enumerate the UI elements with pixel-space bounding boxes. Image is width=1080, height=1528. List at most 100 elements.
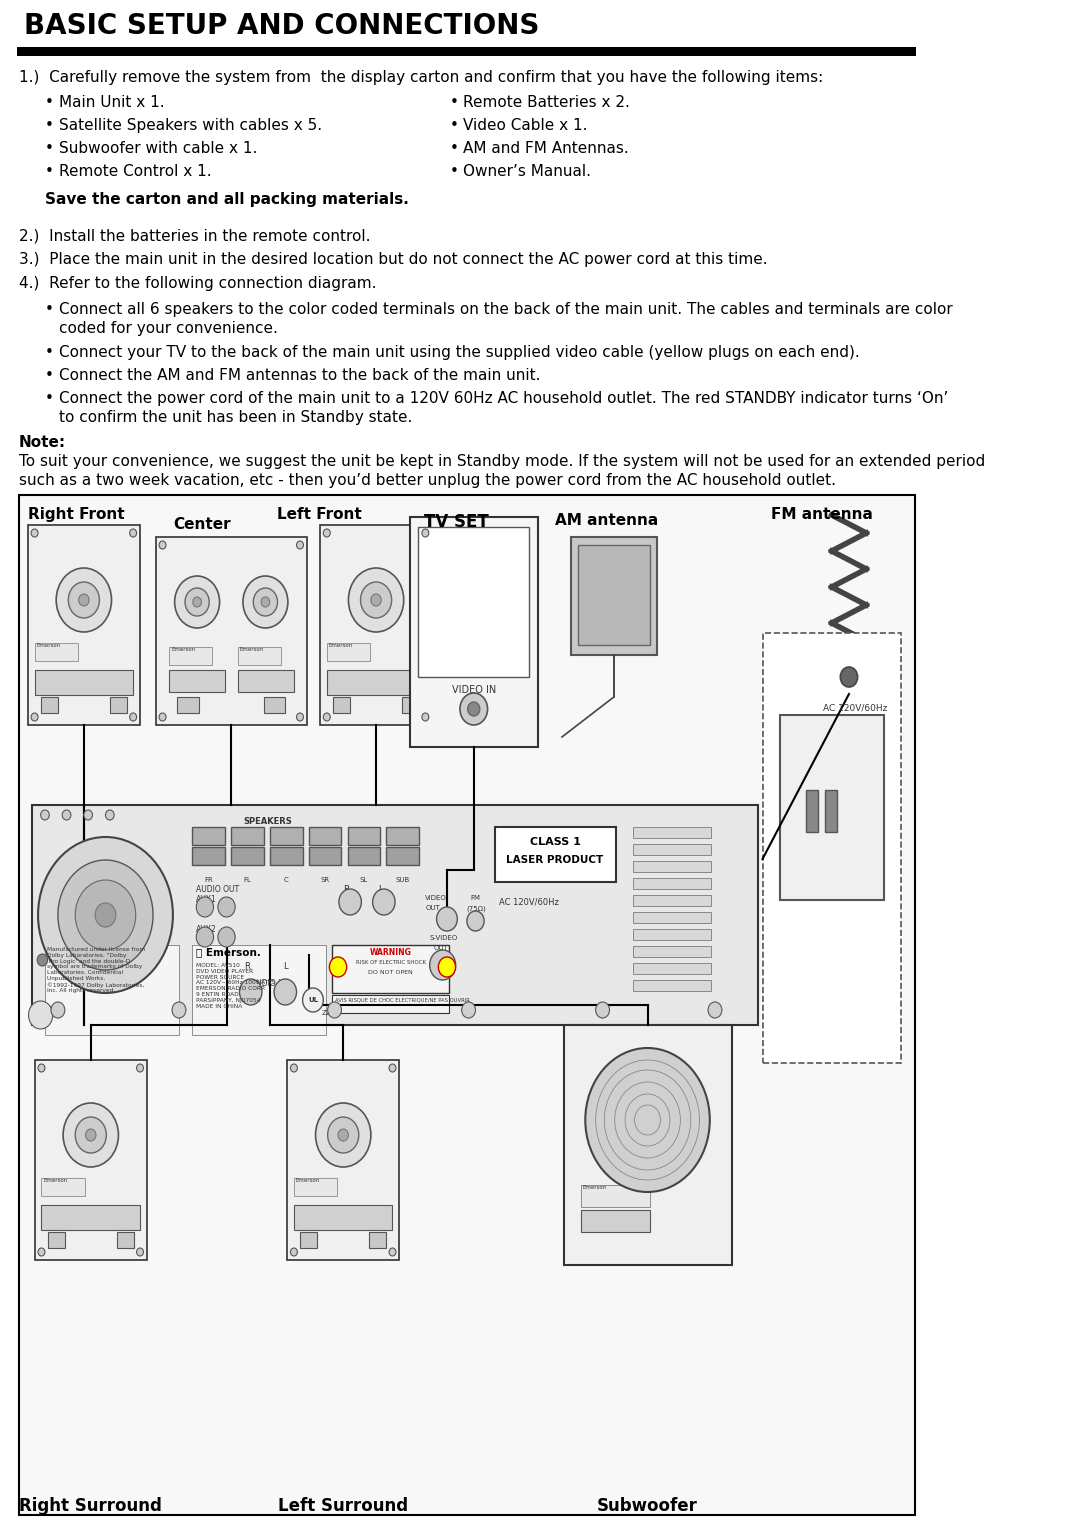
- Bar: [238, 669, 294, 692]
- Bar: [633, 963, 711, 973]
- Bar: [581, 1186, 650, 1207]
- Circle shape: [291, 1063, 297, 1073]
- Bar: [300, 1232, 318, 1248]
- Circle shape: [197, 927, 214, 947]
- Circle shape: [76, 880, 136, 950]
- Text: TV SET: TV SET: [423, 513, 488, 532]
- Text: AM and FM Antennas.: AM and FM Antennas.: [463, 141, 630, 156]
- Text: OUT: OUT: [426, 905, 441, 911]
- Circle shape: [38, 1248, 45, 1256]
- Text: Connect the power cord of the main unit to a 120V 60Hz AC household outlet. The : Connect the power cord of the main unit …: [58, 391, 948, 406]
- Bar: [387, 827, 419, 845]
- Text: BASIC SETUP AND CONNECTIONS: BASIC SETUP AND CONNECTIONS: [24, 12, 540, 40]
- Text: L: L: [283, 963, 287, 970]
- Text: AVIS RISQUE DE CHOC ELECTRIQUE/NE PAS OUVRIR: AVIS RISQUE DE CHOC ELECTRIQUE/NE PAS OU…: [335, 996, 470, 1002]
- Bar: [270, 847, 302, 865]
- Bar: [348, 827, 380, 845]
- Text: C: C: [284, 877, 288, 883]
- Circle shape: [63, 1103, 119, 1167]
- Bar: [17, 47, 917, 57]
- Bar: [409, 516, 538, 747]
- Text: •: •: [449, 163, 458, 179]
- Bar: [117, 1232, 134, 1248]
- Circle shape: [349, 568, 404, 633]
- Bar: [387, 847, 419, 865]
- Circle shape: [106, 810, 114, 821]
- Text: such as a two week vacation, etc - then you’d better unplug the power cord from : such as a two week vacation, etc - then …: [19, 474, 836, 487]
- Circle shape: [338, 1129, 349, 1141]
- Bar: [633, 860, 711, 872]
- Circle shape: [172, 1002, 186, 1018]
- Circle shape: [31, 529, 38, 536]
- Text: to confirm the unit has been in Standby state.: to confirm the unit has been in Standby …: [58, 410, 413, 425]
- Text: AUX1: AUX1: [197, 895, 217, 905]
- Bar: [332, 995, 448, 1013]
- Circle shape: [58, 860, 153, 970]
- Circle shape: [596, 1002, 609, 1018]
- Circle shape: [840, 668, 858, 688]
- Text: FR: FR: [204, 877, 213, 883]
- Text: Right Front: Right Front: [28, 507, 124, 523]
- Text: •: •: [45, 391, 54, 406]
- Bar: [806, 790, 818, 833]
- Text: Emerson: Emerson: [328, 643, 353, 648]
- Bar: [177, 697, 199, 714]
- Bar: [762, 633, 901, 1063]
- Circle shape: [323, 529, 330, 536]
- Circle shape: [56, 568, 111, 633]
- Circle shape: [297, 714, 303, 721]
- Circle shape: [361, 582, 392, 617]
- Circle shape: [373, 889, 395, 915]
- Bar: [270, 827, 302, 845]
- Circle shape: [327, 1117, 359, 1154]
- Circle shape: [159, 714, 166, 721]
- Bar: [264, 697, 285, 714]
- Circle shape: [218, 927, 235, 947]
- Text: SR: SR: [321, 877, 329, 883]
- Bar: [780, 715, 883, 900]
- Bar: [168, 669, 225, 692]
- Circle shape: [68, 582, 99, 617]
- Text: Subwoofer with cable x 1.: Subwoofer with cable x 1.: [58, 141, 257, 156]
- Bar: [192, 847, 225, 865]
- Bar: [570, 536, 657, 656]
- Circle shape: [291, 1248, 297, 1256]
- Text: AC 120V/60Hz: AC 120V/60Hz: [499, 897, 558, 906]
- Bar: [309, 827, 341, 845]
- Text: AC 120V/60Hz: AC 120V/60Hz: [823, 703, 888, 712]
- Text: 2.)  Install the batteries in the remote control.: 2.) Install the batteries in the remote …: [19, 228, 370, 243]
- Circle shape: [243, 576, 288, 628]
- Text: AUDIO IN: AUDIO IN: [251, 979, 286, 989]
- Text: Emerson: Emerson: [240, 646, 264, 652]
- Circle shape: [136, 1248, 144, 1256]
- Text: VIDEO IN: VIDEO IN: [451, 685, 496, 695]
- Bar: [495, 827, 616, 882]
- Circle shape: [327, 1002, 341, 1018]
- Text: AUX2: AUX2: [197, 924, 217, 934]
- Bar: [192, 944, 326, 1034]
- Circle shape: [218, 897, 235, 917]
- Bar: [564, 1025, 732, 1265]
- Text: ⓔ Emerson.: ⓔ Emerson.: [197, 947, 261, 957]
- Bar: [348, 847, 380, 865]
- Text: Video Cable x 1.: Video Cable x 1.: [463, 118, 588, 133]
- Text: RISK OF ELECTRIC SHOCK: RISK OF ELECTRIC SHOCK: [355, 960, 426, 966]
- Text: VIDEO: VIDEO: [426, 895, 447, 902]
- Bar: [327, 643, 370, 662]
- Circle shape: [302, 989, 323, 1012]
- Text: Emerson: Emerson: [43, 1178, 67, 1183]
- Circle shape: [460, 694, 487, 724]
- Text: •: •: [45, 303, 54, 316]
- Bar: [327, 669, 426, 695]
- Text: Connect all 6 speakers to the color coded terminals on the back of the main unit: Connect all 6 speakers to the color code…: [58, 303, 953, 316]
- Text: R: R: [343, 885, 350, 894]
- Text: Satellite Speakers with cables x 5.: Satellite Speakers with cables x 5.: [58, 118, 322, 133]
- Text: Remote Batteries x 2.: Remote Batteries x 2.: [463, 95, 631, 110]
- Text: Main Unit x 1.: Main Unit x 1.: [58, 95, 164, 110]
- Circle shape: [31, 714, 38, 721]
- Bar: [238, 646, 281, 665]
- Bar: [35, 669, 133, 695]
- Text: Owner’s Manual.: Owner’s Manual.: [463, 163, 592, 179]
- Bar: [581, 1210, 650, 1232]
- Bar: [231, 847, 264, 865]
